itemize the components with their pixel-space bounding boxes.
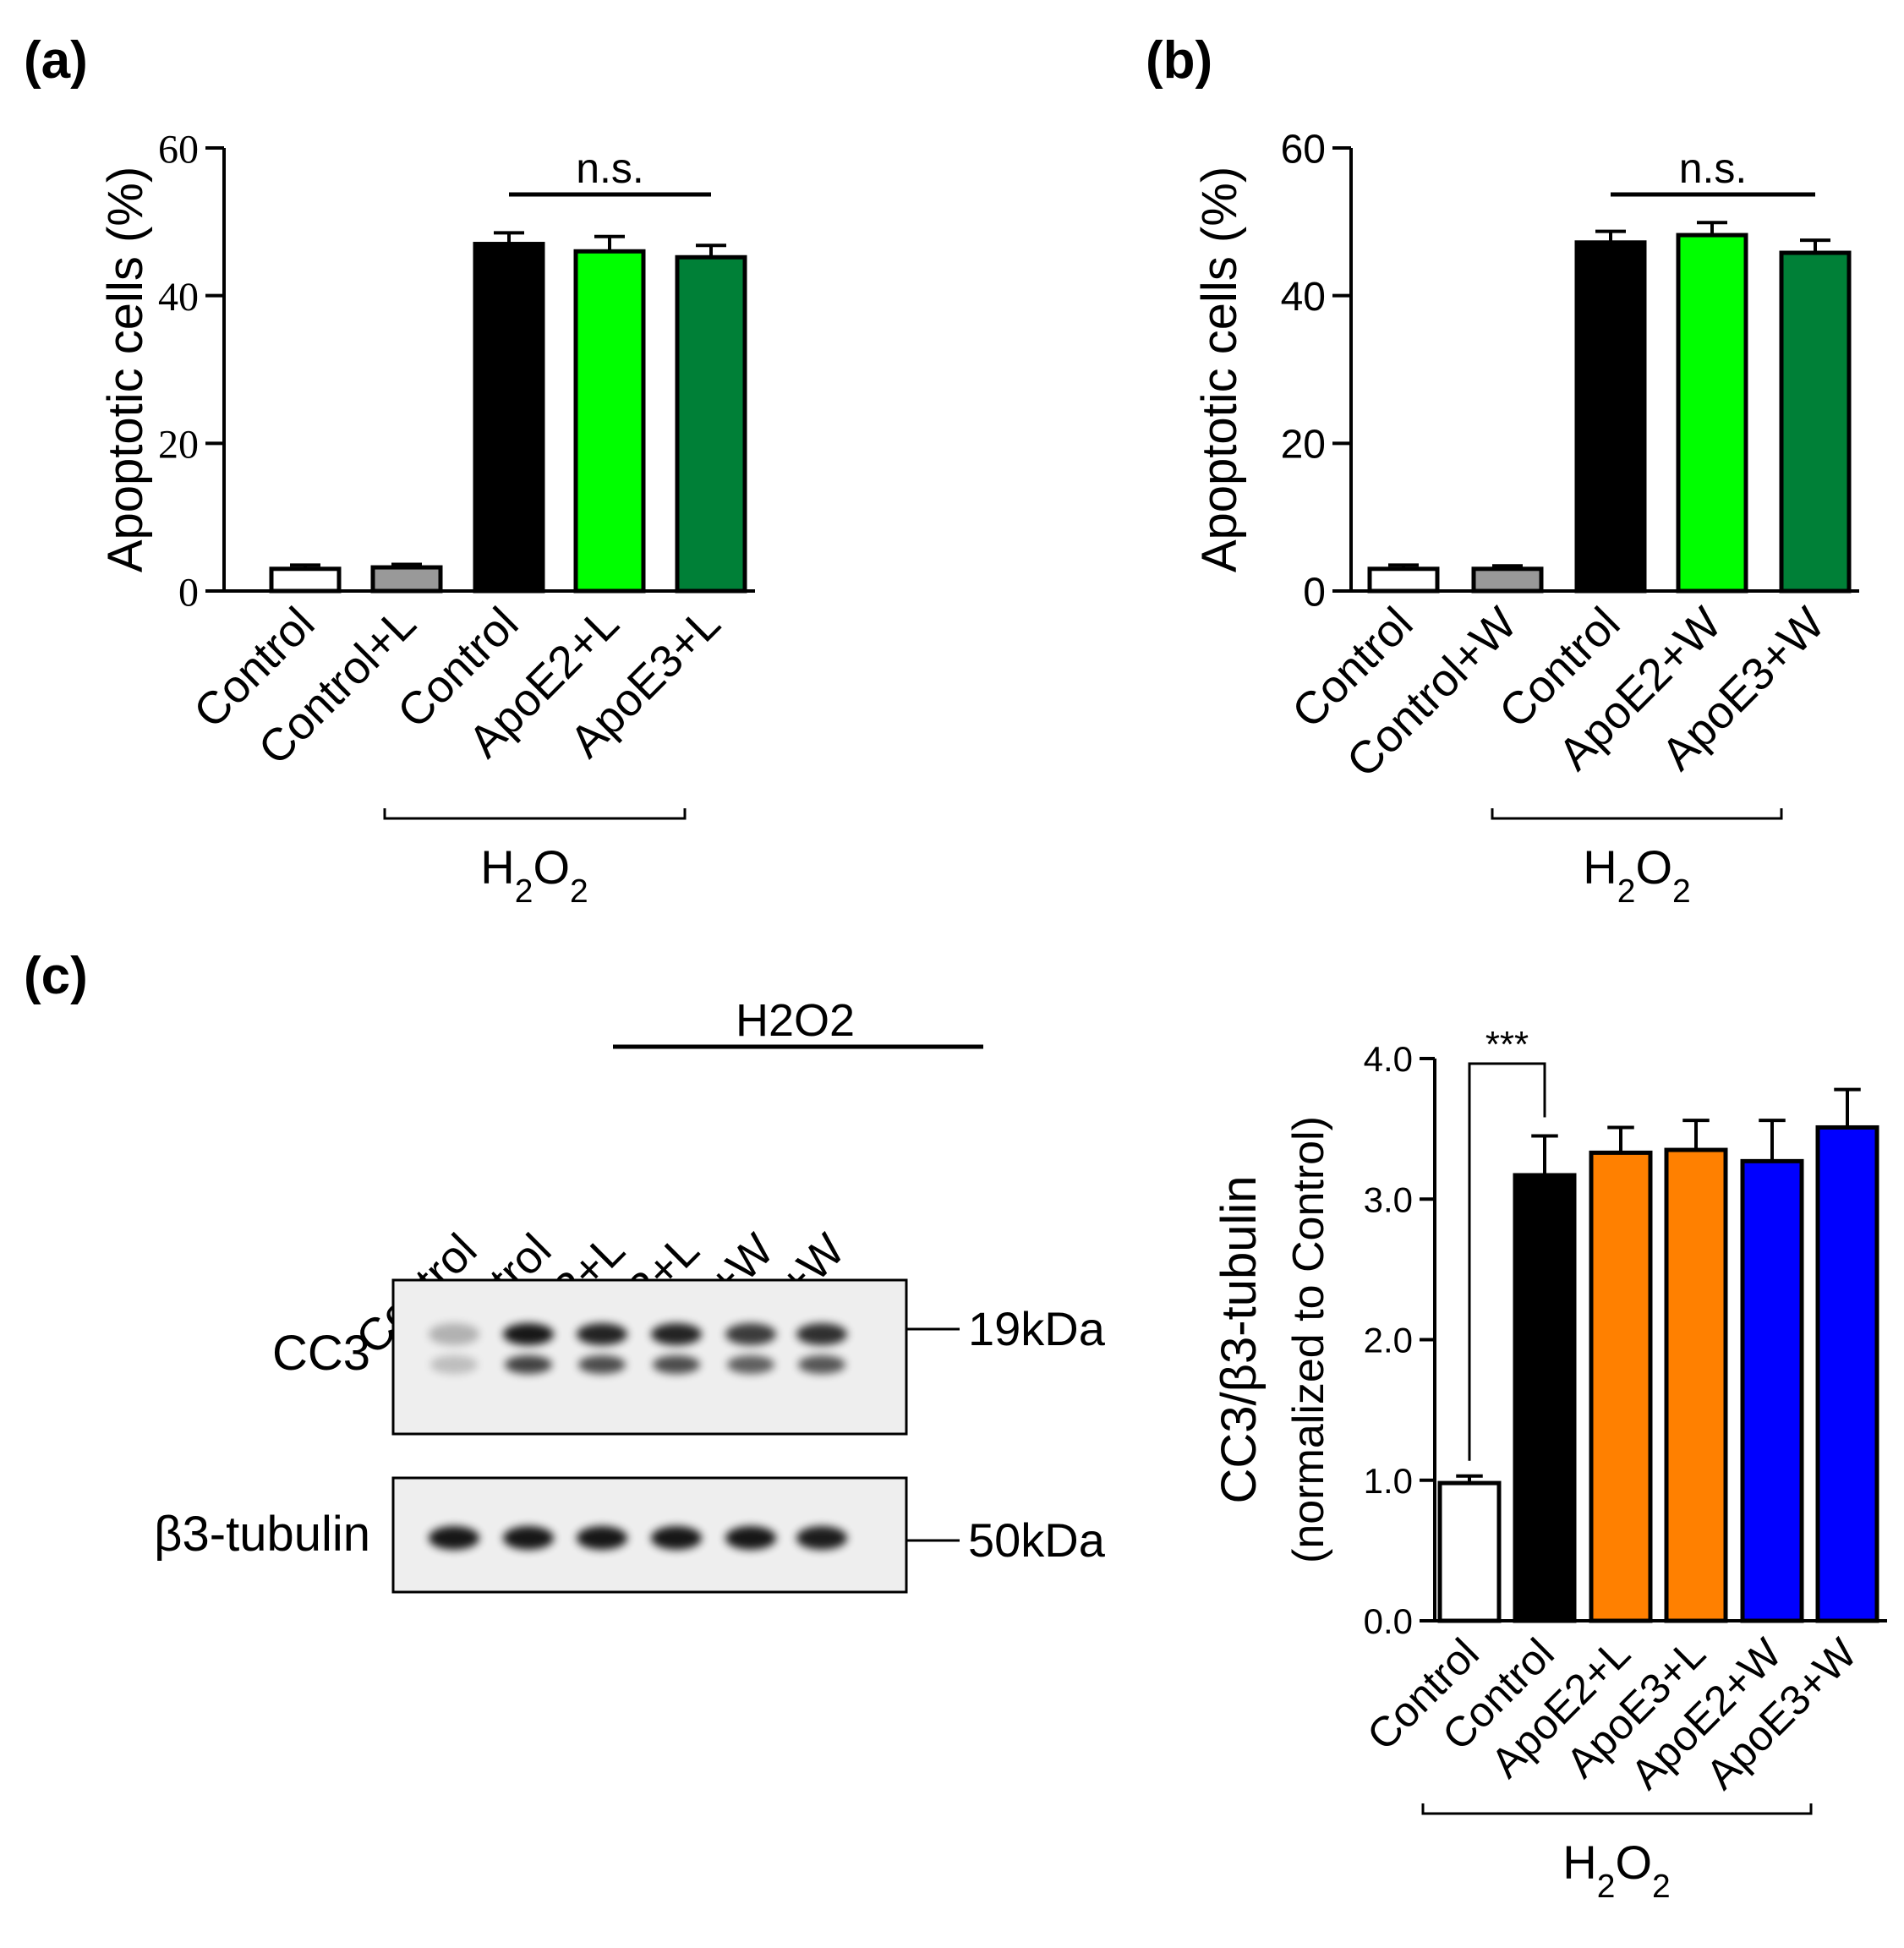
y-axis-title-c: CC3/β3-tubulin [1212, 1176, 1267, 1504]
chart-c: 0.0 1.0 2.0 3.0 4.0 CC3/β3-tubulin (normalized… [1212, 1024, 1887, 1905]
tubulin-bands [429, 1526, 847, 1550]
tubulin-band [577, 1526, 627, 1550]
significance-label-a: n.s. [576, 145, 644, 192]
y-tick-label-a: 60 [158, 127, 199, 172]
tubulin-label: β3-tubulin [154, 1507, 370, 1562]
y-tick-label-c: 2.0 [1364, 1321, 1413, 1360]
tubulin-band [725, 1526, 776, 1550]
bar-b-1 [1471, 566, 1544, 594]
bar-b-4 [1779, 250, 1852, 594]
group-bracket-b [1491, 808, 1783, 820]
cc3-band-lower [798, 1355, 845, 1374]
y-axis-title-a: Apoptotic cells (%) [98, 167, 153, 572]
cc3-band-upper [429, 1323, 479, 1345]
y-tick-label-b: 60 [1281, 127, 1326, 172]
cc3-band-upper [503, 1323, 554, 1345]
y-tick-label-a: 40 [158, 275, 199, 320]
significance-bracket-c [1468, 1062, 1546, 1461]
bar-a-4 [675, 254, 747, 594]
y-tick-label-b: 0 [1303, 570, 1326, 615]
bar-a-1 [370, 565, 443, 594]
cc3-label: CC3 [272, 1326, 370, 1381]
bar-c-4 [1740, 1158, 1804, 1623]
cc3-band-lower [578, 1355, 626, 1374]
western-blot: H2O2 ControlControlApoE2+LApoE3+LApoE2+W… [154, 995, 1106, 1594]
y-tick-label-c: 1.0 [1364, 1461, 1413, 1501]
cc3-band-lower [653, 1355, 700, 1374]
panel-label-a: (a) [24, 31, 88, 90]
cc3-band-upper [796, 1323, 847, 1345]
bar-c-2 [1589, 1150, 1653, 1623]
group-label-b: H2O2 [1583, 840, 1690, 910]
bar-a-0 [269, 566, 342, 594]
group-bracket-a [383, 808, 687, 820]
y-tick-label-a: 0 [178, 570, 199, 615]
y-axis-title-b: Apoptotic cells (%) [1192, 167, 1247, 572]
bar-a-3 [573, 249, 646, 594]
group-label-a: H2O2 [480, 840, 588, 910]
cc3-band-lower [430, 1355, 478, 1374]
bar-a-2 [473, 242, 545, 594]
group-bracket-c [1421, 1803, 1813, 1815]
bar-b-3 [1676, 233, 1748, 594]
cc3-band-lower [727, 1355, 774, 1374]
tubulin-marker-label: 50kDa [968, 1513, 1106, 1567]
y-tick-label-c: 4.0 [1364, 1039, 1413, 1079]
significance-label-c: *** [1485, 1024, 1529, 1065]
bar-c-5 [1815, 1124, 1879, 1623]
tubulin-band [651, 1526, 702, 1550]
cc3-bands [429, 1323, 847, 1374]
tubulin-band [429, 1526, 479, 1550]
significance-label-b: n.s. [1679, 145, 1748, 192]
cc3-band-upper [725, 1323, 776, 1345]
tubulin-band [503, 1526, 554, 1550]
panel-label-b: (b) [1146, 31, 1212, 90]
y-tick-label-c: 3.0 [1364, 1179, 1413, 1219]
tubulin-band [796, 1526, 847, 1550]
cc3-band-upper [577, 1323, 627, 1345]
group-label-c: H2O2 [1562, 1836, 1670, 1905]
panel-label-c: (c) [24, 947, 88, 1005]
bar-b-0 [1367, 566, 1440, 594]
y-tick-label-b: 20 [1281, 423, 1326, 468]
y-tick-label-a: 20 [158, 423, 199, 468]
y-tick-label-b: 40 [1281, 275, 1326, 320]
bar-c-0 [1437, 1480, 1502, 1623]
bar-c-1 [1513, 1173, 1577, 1623]
cc3-marker-label: 19kDa [968, 1302, 1106, 1355]
blot-h2o2-label: H2O2 [736, 995, 855, 1046]
y-axis-title2-c: (normalized to Control) [1284, 1116, 1333, 1563]
y-tick-label-c: 0.0 [1364, 1601, 1413, 1641]
cc3-band-lower [505, 1355, 552, 1374]
bar-c-3 [1664, 1147, 1728, 1623]
bar-b-2 [1574, 240, 1647, 594]
cc3-band-upper [651, 1323, 702, 1345]
